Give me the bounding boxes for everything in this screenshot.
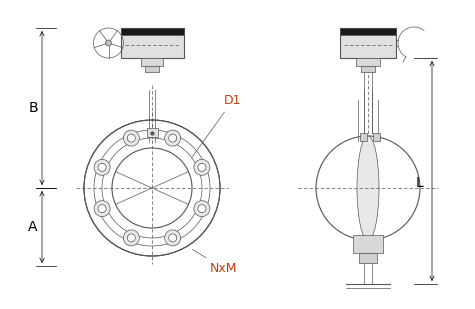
Bar bbox=[121, 28, 183, 35]
Circle shape bbox=[165, 230, 180, 246]
Bar bbox=[340, 28, 396, 35]
Text: D1: D1 bbox=[191, 94, 241, 158]
Bar bbox=[361, 66, 375, 72]
Circle shape bbox=[127, 134, 135, 142]
Circle shape bbox=[198, 205, 206, 213]
Circle shape bbox=[105, 40, 112, 46]
Circle shape bbox=[124, 130, 139, 146]
Circle shape bbox=[98, 205, 106, 213]
Circle shape bbox=[165, 130, 180, 146]
Circle shape bbox=[94, 201, 110, 217]
Bar bbox=[359, 253, 377, 263]
Circle shape bbox=[169, 234, 177, 242]
Text: B: B bbox=[28, 101, 38, 115]
Bar bbox=[145, 66, 159, 72]
Bar bbox=[373, 133, 380, 141]
Circle shape bbox=[124, 230, 139, 246]
Bar bbox=[353, 235, 383, 253]
Circle shape bbox=[194, 201, 210, 217]
Circle shape bbox=[94, 159, 110, 175]
Ellipse shape bbox=[357, 136, 379, 240]
Circle shape bbox=[127, 234, 135, 242]
Circle shape bbox=[194, 159, 210, 175]
Text: L: L bbox=[416, 176, 424, 190]
Bar bbox=[356, 58, 380, 66]
Bar bbox=[141, 58, 163, 66]
Bar bbox=[340, 28, 396, 58]
Text: NxM: NxM bbox=[192, 249, 238, 275]
Circle shape bbox=[169, 134, 177, 142]
Circle shape bbox=[98, 163, 106, 171]
Circle shape bbox=[198, 163, 206, 171]
Bar bbox=[146, 128, 158, 137]
Text: A: A bbox=[28, 220, 38, 234]
Bar bbox=[121, 28, 183, 58]
Bar bbox=[360, 133, 367, 141]
